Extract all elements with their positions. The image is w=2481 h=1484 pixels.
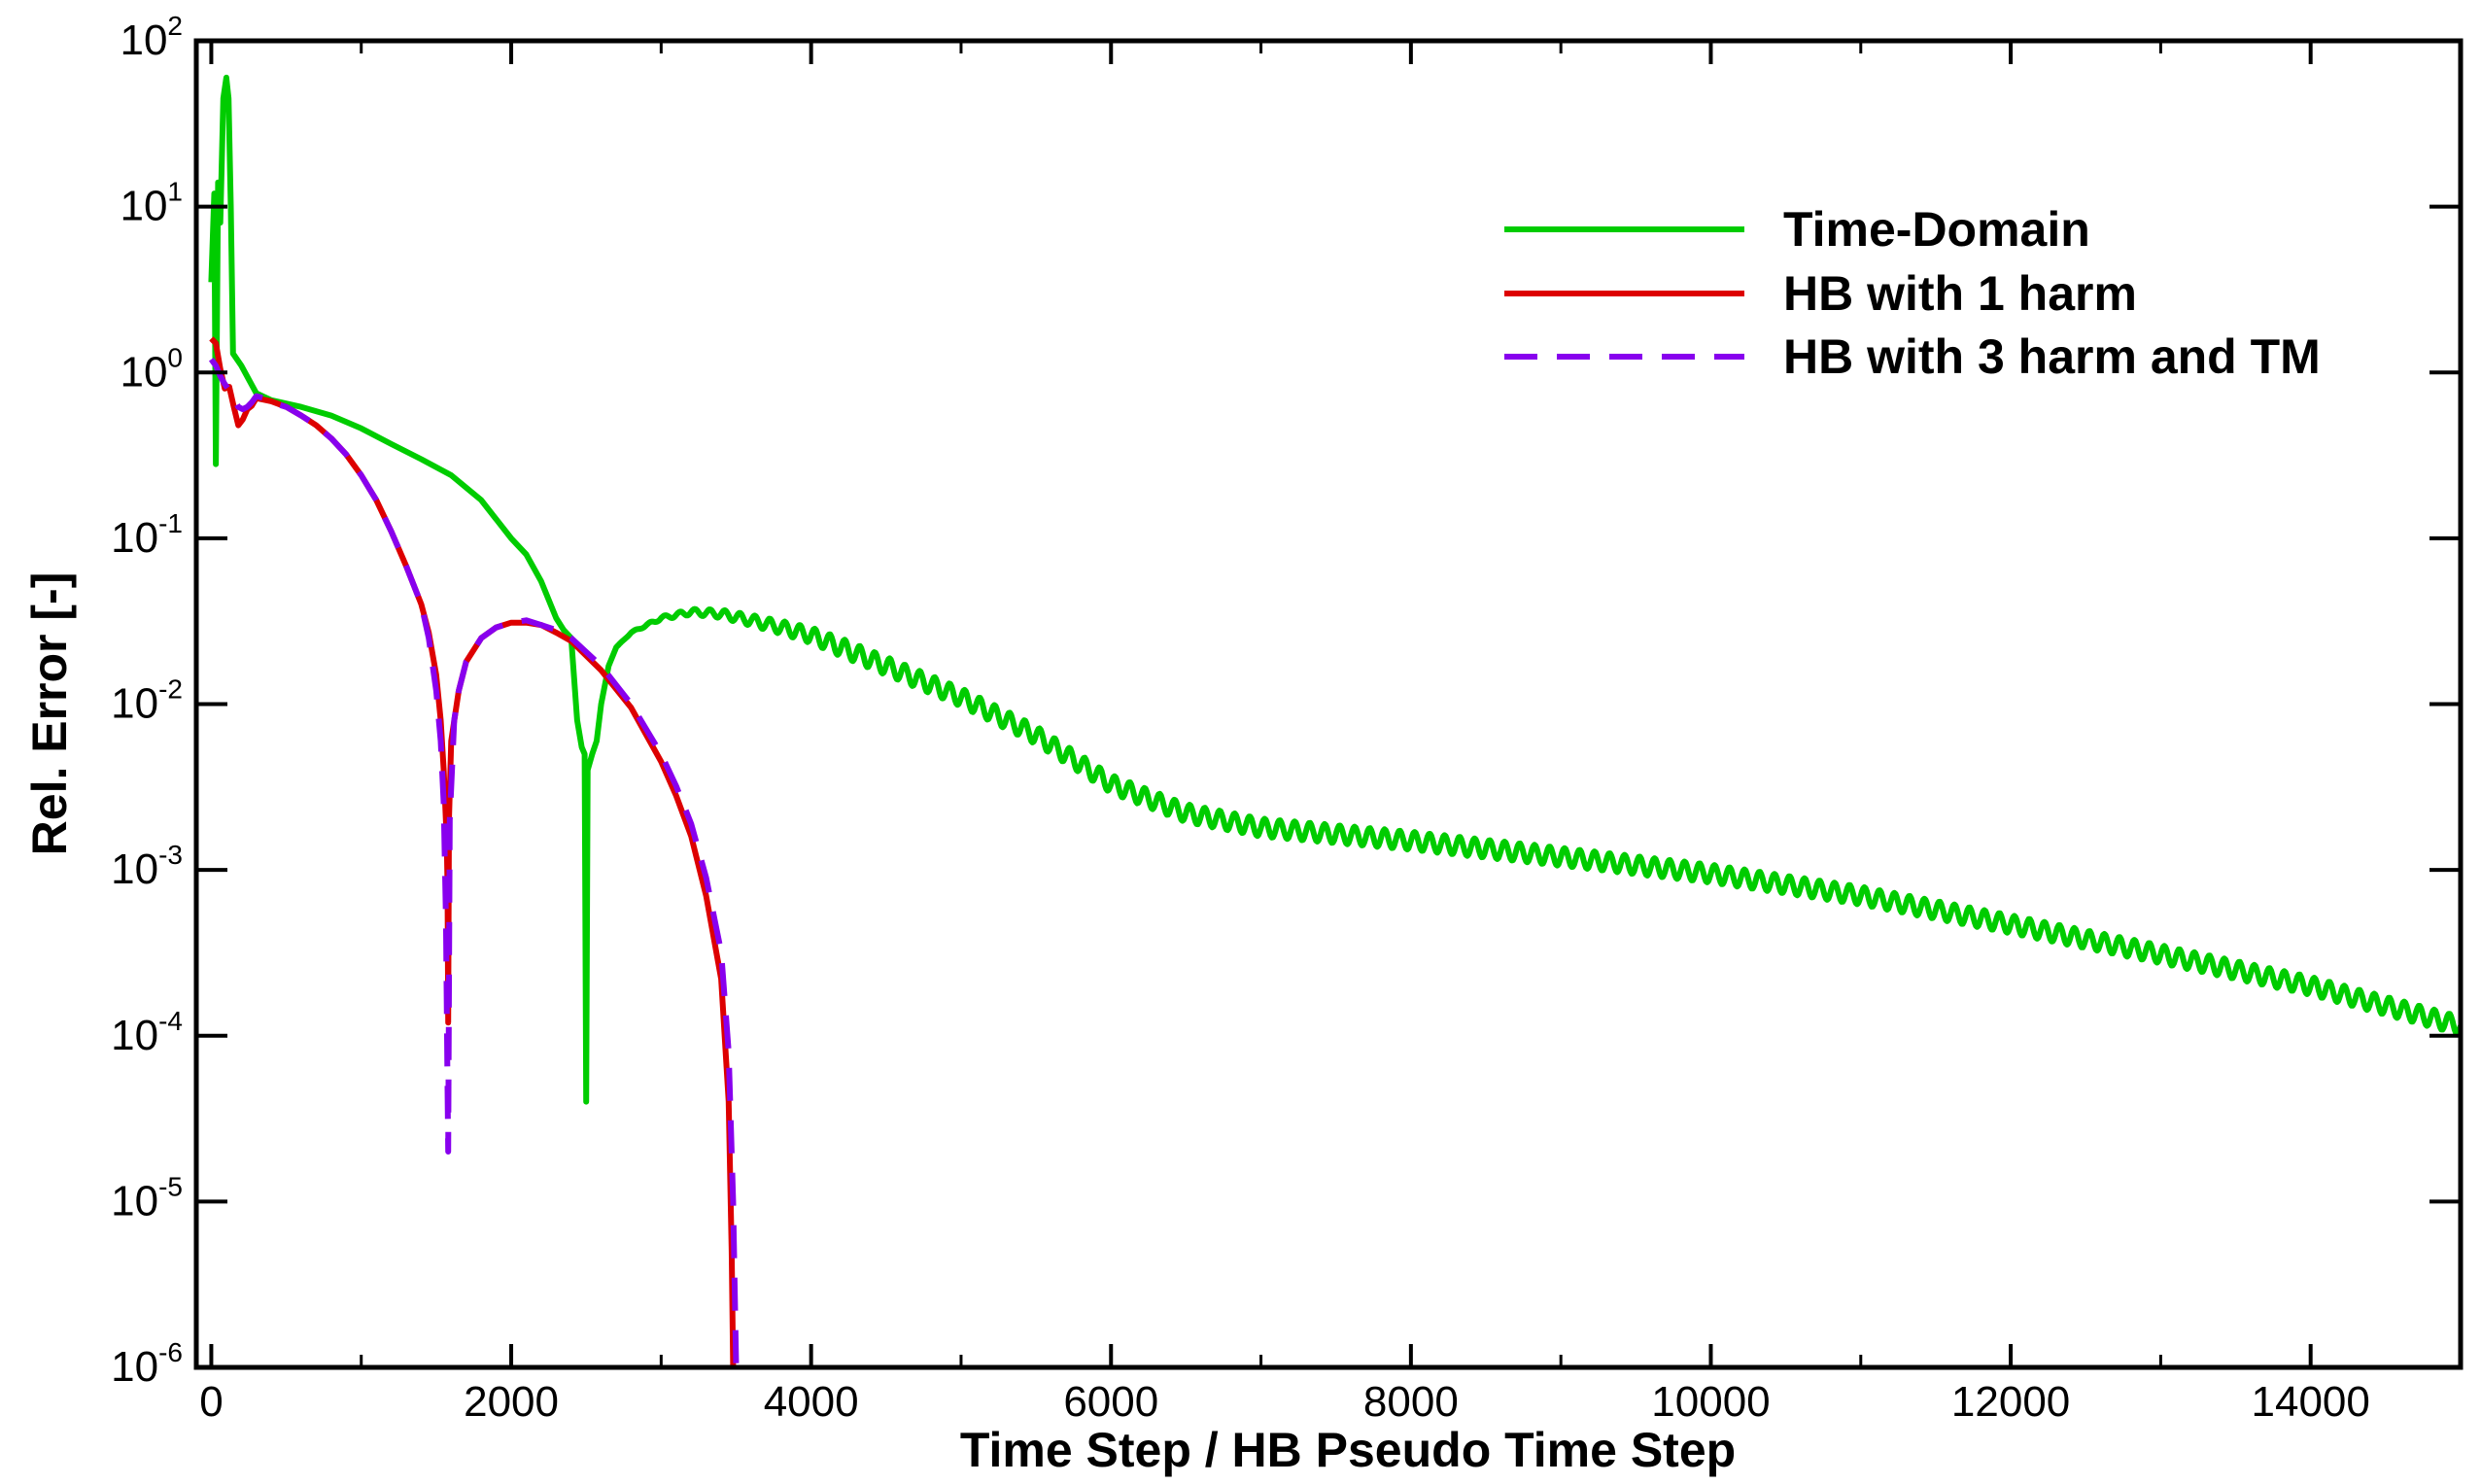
y-tick-label: 102 <box>120 11 183 64</box>
y-axis-title: Rel. Error [-] <box>22 572 77 856</box>
x-tick-label: 6000 <box>1063 1378 1158 1426</box>
x-tick-label: 4000 <box>764 1378 859 1426</box>
series-line-2 <box>208 357 740 1367</box>
y-axis: 102 101 100 10-1 10-2 10-3 10-4 10-5 10-6 <box>111 11 2461 1391</box>
y-tick-label: 10-4 <box>111 1006 183 1059</box>
y-tick-label: 100 <box>120 342 183 396</box>
x-axis-title: Time Step / HB Pseudo Time Step <box>960 1423 1736 1477</box>
x-tick-label: 0 <box>199 1378 223 1426</box>
y-tick-label: 10-3 <box>111 840 183 893</box>
x-axis: 0 2000 4000 6000 8000 10000 12000 14000 <box>199 41 2370 1426</box>
x-tick-label: 2000 <box>464 1378 559 1426</box>
x-tick-label: 12000 <box>1951 1378 2070 1426</box>
series-layer <box>208 74 2461 1367</box>
y-tick-label: 10-5 <box>111 1171 183 1225</box>
x-tick-label: 14000 <box>2252 1378 2370 1426</box>
x-tick-label: 10000 <box>1651 1378 1770 1426</box>
legend-label-2: HB with 3 harm and TM <box>1783 329 2321 384</box>
x-tick-label: 8000 <box>1363 1378 1459 1426</box>
y-tick-label: 10-6 <box>111 1337 183 1391</box>
legend-label-1: HB with 1 harm <box>1783 266 2137 321</box>
series-line-0 <box>208 74 2461 1105</box>
legend: Time-Domain HB with 1 harm HB with 3 harm … <box>1504 202 2321 384</box>
y-tick-label: 10-2 <box>111 674 183 728</box>
y-tick-label: 10-1 <box>111 508 183 562</box>
legend-label-0: Time-Domain <box>1783 202 2090 257</box>
y-tick-label: 101 <box>120 177 183 230</box>
